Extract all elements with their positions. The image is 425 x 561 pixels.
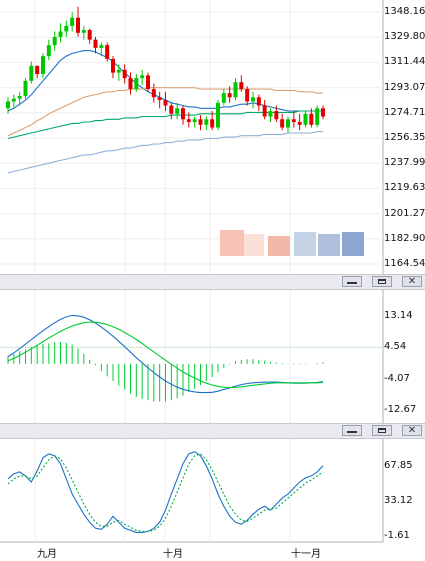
candle-body	[128, 78, 133, 90]
moving-average-line	[7, 87, 323, 137]
candle-body	[93, 39, 98, 48]
macd-tick-label: 4.54	[384, 341, 407, 353]
candle-body	[210, 119, 215, 128]
candle-body	[221, 93, 226, 103]
oscillator-line	[7, 453, 324, 532]
candle-body	[140, 75, 145, 79]
candle-body	[23, 80, 28, 96]
price-tick-label: 1311.44	[384, 56, 425, 68]
candle-body	[81, 30, 86, 33]
oscillator-line	[7, 451, 324, 533]
price-tick-label: 1182.90	[384, 232, 425, 244]
candle-body	[146, 75, 150, 90]
candle-body	[297, 122, 302, 125]
candle-body	[280, 119, 285, 128]
oscillator-tick-label: 33.12	[384, 495, 413, 506]
grid-lines	[0, 0, 384, 543]
candle-body	[303, 113, 308, 125]
candle-body	[122, 69, 127, 79]
oscillator-tick-label: 67.85	[384, 460, 413, 471]
candle-body	[76, 17, 80, 33]
candle-body	[99, 45, 104, 48]
price-tick-label: 1219.63	[384, 182, 425, 194]
candle-body	[315, 108, 320, 125]
candle-body	[29, 65, 34, 81]
candle-body	[192, 119, 197, 123]
candle-body	[134, 78, 139, 90]
price-tick-label: 1348.16	[384, 6, 425, 17]
candle-body	[291, 119, 296, 123]
oscillator-indicator	[7, 451, 324, 533]
candle-body	[87, 30, 92, 40]
price-tick-label: 1256.35	[384, 132, 425, 143]
candle-body	[70, 17, 75, 26]
candle-body	[11, 98, 16, 102]
candle-body	[151, 89, 156, 98]
moving-average-line	[7, 131, 323, 174]
candle-body	[262, 105, 267, 117]
close-icon[interactable]: ✕	[402, 276, 422, 287]
price-tick-label: 1329.80	[384, 31, 425, 43]
candle-body	[157, 97, 162, 101]
candlesticks	[6, 6, 325, 133]
macd-tick-label: 13.14	[384, 310, 413, 321]
candle-body	[309, 113, 314, 125]
candle-body	[169, 105, 174, 114]
candle-body	[251, 97, 255, 102]
x-tick-label: 十月	[163, 549, 183, 560]
candle-body	[52, 36, 57, 46]
candle-body	[64, 25, 69, 32]
candle-body	[239, 82, 244, 90]
candle-body	[204, 119, 209, 125]
candle-body	[6, 101, 10, 109]
candle-body	[175, 108, 180, 114]
minimize-icon[interactable]	[342, 425, 362, 436]
maximize-icon[interactable]	[372, 425, 392, 436]
candle-body	[163, 100, 168, 106]
macd-line	[7, 314, 324, 394]
price-tick-label: 1164.54	[384, 258, 425, 269]
candle-body	[41, 56, 45, 74]
candle-body	[216, 102, 220, 128]
maximize-icon[interactable]	[372, 276, 392, 287]
price-tick-label: 1274.71	[384, 106, 425, 118]
price-tick-label: 1237.99	[384, 157, 425, 169]
candle-body	[116, 69, 121, 73]
candle-body	[105, 45, 110, 59]
candle-body	[46, 45, 51, 57]
candle-body	[227, 93, 232, 98]
oscillator-tick-label: -1.61	[384, 530, 410, 541]
minimize-icon[interactable]	[342, 276, 362, 287]
brand-watermark	[220, 230, 364, 256]
macd-pane-titlebar: ✕	[0, 274, 425, 290]
candle-body	[35, 65, 40, 74]
candle-body	[233, 82, 238, 98]
candle-body	[286, 119, 290, 128]
candle-body	[321, 108, 325, 117]
signal-line	[7, 321, 324, 389]
price-tick-label: 1293.07	[384, 81, 425, 93]
candle-body	[198, 119, 203, 125]
macd-tick-label: -4.07	[384, 372, 410, 384]
candle-body	[186, 119, 191, 123]
candle-body	[181, 108, 185, 120]
x-tick-label: 九月	[37, 549, 57, 560]
macd-indicator	[0, 314, 383, 402]
candle-body	[245, 89, 250, 102]
candle-body	[58, 31, 63, 37]
x-tick-label: 十一月	[291, 549, 321, 560]
candle-body	[17, 95, 22, 99]
candle-body	[268, 111, 273, 117]
close-icon[interactable]: ✕	[402, 425, 422, 436]
oscillator-pane-titlebar: ✕	[0, 423, 425, 439]
candle-body	[274, 111, 279, 120]
candle-body	[256, 97, 261, 106]
candle-body	[111, 58, 115, 73]
macd-tick-label: -12.67	[384, 404, 417, 415]
price-tick-label: 1201.27	[384, 207, 425, 219]
